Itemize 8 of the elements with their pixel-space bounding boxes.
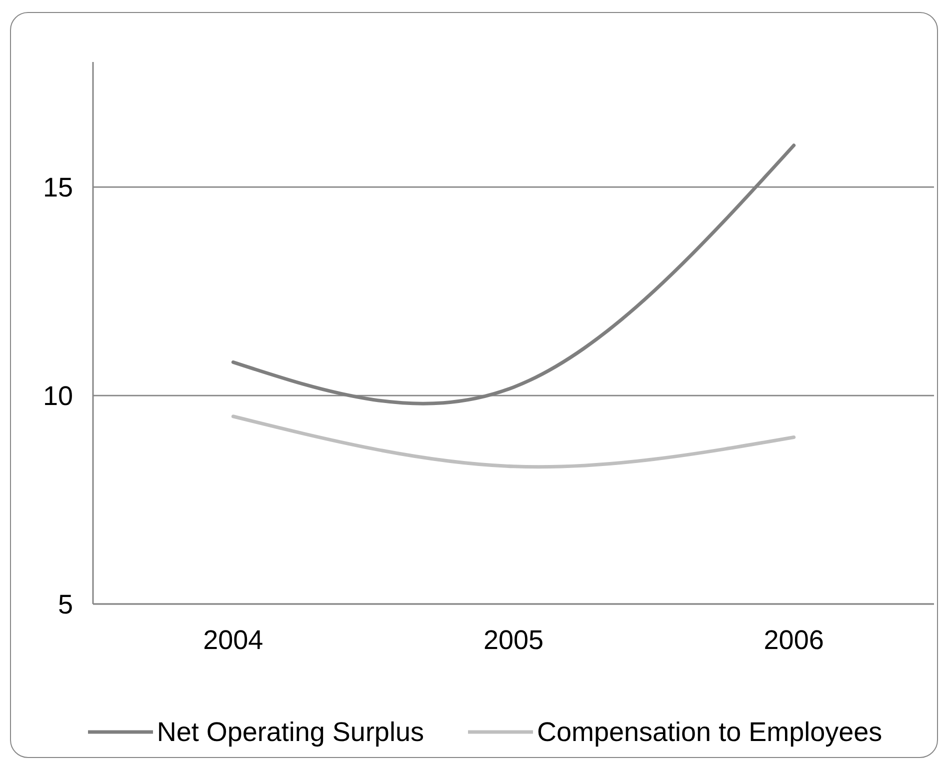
legend-label: Net Operating Surplus <box>156 716 424 748</box>
y-tick-label: 15 <box>42 172 73 203</box>
y-tick-label: 5 <box>58 590 73 620</box>
y-tick-label: 10 <box>42 381 73 412</box>
x-tick-label: 2004 <box>203 625 264 656</box>
x-tick-label: 2006 <box>764 625 824 656</box>
x-tick-label: 2005 <box>483 625 544 656</box>
legend-label: Compensation to Employees <box>536 716 882 748</box>
